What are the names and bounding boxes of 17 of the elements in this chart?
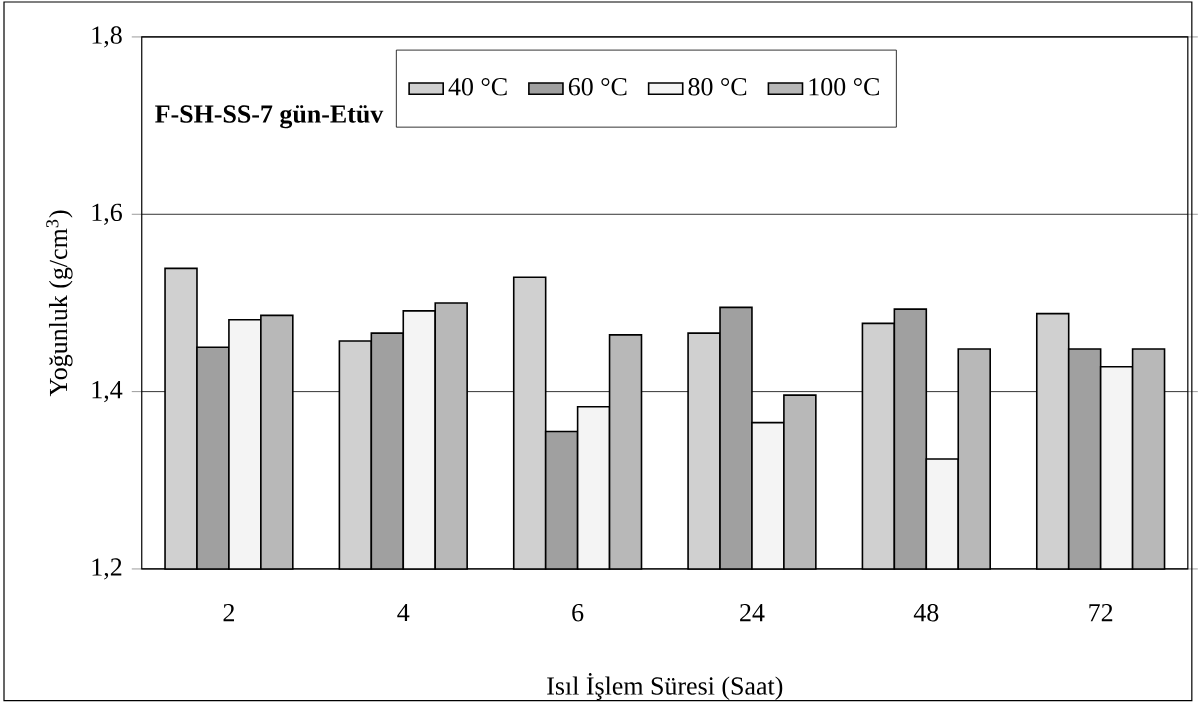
x-tick-label: 48	[913, 604, 939, 622]
x-tick-label: 72	[1089, 604, 1113, 622]
x-axis-title: Isıl İşlem Süresi (Saat)	[547, 673, 783, 701]
y-tick-label: 1,4	[92, 381, 123, 403]
y-axis-title: Yoğunluk (g/cm$^{3}$)	[46, 210, 73, 397]
y-tick-label: 1,8	[92, 26, 122, 48]
x-tick-label: 24	[740, 604, 765, 622]
text: F-SH-SS-7 gün-Etüv	[155, 105, 384, 129]
x-tick-label: 4	[397, 604, 410, 622]
x-tick-label: 2	[223, 604, 234, 622]
legend-label: 60 °C	[568, 78, 627, 96]
legend-label: 100 °C	[809, 78, 879, 96]
legend-label: 80 °C	[688, 78, 747, 96]
y-tick-label: 1,6	[92, 203, 122, 226]
x-tick-label: 6	[572, 604, 584, 622]
legend-label: 40 °C	[448, 78, 507, 96]
y-tick-label: 1,2	[92, 558, 122, 580]
